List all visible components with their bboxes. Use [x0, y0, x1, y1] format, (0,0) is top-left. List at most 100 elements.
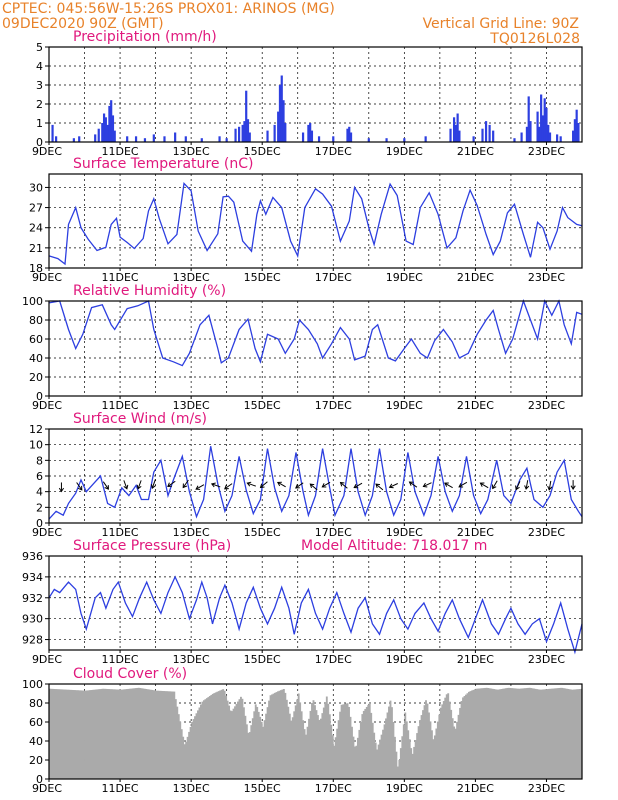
wind-ytick-label: 6 [36, 470, 43, 483]
cloud-bar [413, 746, 416, 779]
cloud-bar [528, 687, 531, 779]
cloud-bar [331, 735, 334, 779]
cloud-bar [146, 689, 149, 779]
cloud-bar [84, 690, 87, 779]
cloud-bar [362, 710, 365, 779]
cloud-bar [183, 744, 186, 779]
cloud-bar [68, 689, 71, 779]
cloud-ytick-label: 0 [36, 773, 43, 786]
cloud-bar [459, 707, 461, 779]
cloud-bar [547, 688, 550, 779]
cloud-bar [99, 689, 102, 779]
cloud-bar [432, 739, 435, 779]
cloud-bar [300, 711, 303, 779]
cloud-bar [419, 720, 422, 779]
cloud-bar [423, 705, 426, 779]
precip-bar [126, 136, 129, 142]
cloud-bar [207, 697, 210, 779]
cloud-bar [353, 746, 356, 779]
wind-vector-head [182, 483, 188, 489]
cloud-bar [386, 712, 389, 779]
precip-bar [200, 138, 203, 142]
rh-ytick-label: 80 [29, 314, 43, 327]
cloud-bar [422, 710, 424, 779]
cloud-bar [355, 745, 358, 779]
precip-xtick-label: 19DEC [386, 145, 423, 158]
cloud-bar [509, 687, 512, 779]
cloud-bar [453, 726, 456, 779]
cloud-bar [490, 688, 493, 779]
cloud-bar [179, 721, 182, 779]
cloud-bar [210, 694, 213, 779]
cloud-bar [168, 691, 171, 779]
cloud-bar [124, 689, 127, 779]
cloud-bar [573, 689, 575, 779]
cloud-bar [503, 688, 506, 779]
cloud-bar [148, 689, 151, 779]
cloud-bar [318, 720, 321, 779]
cloud-bar [211, 693, 214, 779]
precip-bar [346, 128, 349, 142]
cloud-ytick-label: 80 [29, 697, 43, 710]
wind-vector-shaft [389, 483, 398, 488]
wind-xtick-label: 17DEC [315, 526, 352, 539]
cloud-bar [444, 697, 447, 779]
cloud-bar [117, 689, 119, 779]
precip-bar [102, 113, 106, 142]
cloud-bar [265, 713, 268, 779]
cloud-bar [223, 690, 226, 779]
cloud-bar [105, 688, 108, 779]
cloud-bar [108, 689, 111, 779]
rh-xtick-label: 11DEC [102, 399, 139, 412]
cloud-frame [48, 683, 583, 780]
cloud-bar [324, 702, 327, 779]
cloud-bar [500, 689, 503, 779]
header-grid-note: Vertical Grid Line: 90Z [423, 16, 579, 32]
cloud-bar [274, 692, 276, 779]
rh-ytick-label: 40 [29, 352, 43, 365]
cloud-bar [234, 706, 236, 779]
cloud-bar [90, 690, 93, 779]
wind-vector-shaft [211, 483, 221, 488]
cloud-bar [294, 705, 297, 779]
wind-vector-head [309, 483, 315, 489]
wind-vector-head [195, 485, 201, 490]
cloud-bar [356, 737, 359, 779]
cloud-bar [285, 699, 288, 779]
cloud-bar [217, 691, 220, 779]
cloud-bar [496, 689, 499, 779]
cloud-bar [77, 690, 80, 779]
precip-bar [424, 136, 427, 142]
cloud-bar [370, 712, 373, 779]
wind-vector-head [167, 482, 172, 487]
cloud-xtick-label: 23DEC [528, 782, 565, 795]
precip-xtick-label: 17DEC [315, 145, 352, 158]
cloud-bar [66, 689, 69, 779]
pressure-ytick-label: 936 [22, 550, 43, 563]
wind-vector-shaft [224, 483, 233, 490]
pressure-ytick-label: 930 [22, 613, 43, 626]
cloud-bar [463, 696, 466, 779]
cloud-bar [241, 698, 244, 779]
cloud-bar [195, 713, 198, 779]
cloud-ytick-label: 100 [22, 678, 43, 691]
precip-bar [307, 124, 310, 142]
cloud-bar [170, 691, 173, 779]
cloud-bar [88, 690, 91, 779]
wind-vector-head [104, 485, 109, 490]
precip-bar [218, 136, 221, 142]
cloud-bar [278, 690, 281, 779]
precip-ytick-label: 0 [36, 136, 43, 149]
cloud-bar [151, 689, 154, 779]
wind-vector-head [339, 481, 345, 487]
precip-bar [110, 100, 113, 142]
cloud-bar [239, 696, 242, 779]
cloud-bar [256, 706, 259, 779]
cloud-bar [145, 688, 148, 779]
precip-xtick-label: 21DEC [457, 145, 494, 158]
cloud-bar [53, 688, 56, 779]
cloud-bar [373, 732, 376, 779]
cloud-bar [417, 726, 420, 779]
cloud-bar [555, 688, 558, 779]
cloud-bar [577, 689, 580, 779]
